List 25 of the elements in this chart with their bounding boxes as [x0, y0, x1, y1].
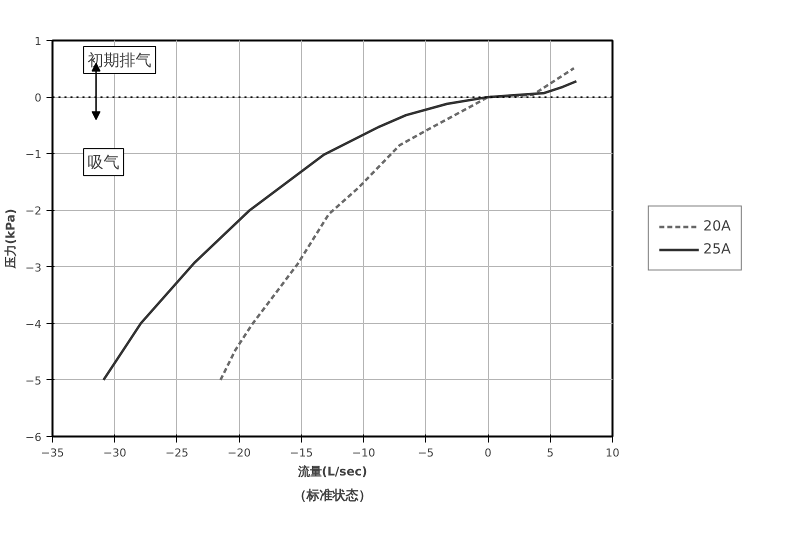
- legend-label: 25A: [703, 242, 731, 258]
- text: （标准状态）: [294, 488, 372, 504]
- x-tick-label: −10: [352, 446, 376, 460]
- x-tick-label: −15: [290, 446, 313, 460]
- y-tick-label: 0: [34, 92, 42, 105]
- y-tick-label: −1: [25, 148, 42, 162]
- y-tick-label: 1: [34, 35, 42, 48]
- x-tick-label: −25: [165, 446, 189, 460]
- line-series: [219, 66, 576, 382]
- y-tick-label: −5: [25, 374, 42, 388]
- x-tick-label: −30: [103, 446, 126, 460]
- x-tick-label: 5: [546, 446, 554, 460]
- y-tick-label: −2: [25, 204, 42, 218]
- x-tick-label: −35: [40, 446, 64, 460]
- y-tick-label: −3: [25, 261, 42, 274]
- annotation: 吸气: [88, 152, 120, 172]
- y-tick-label: −6: [25, 431, 42, 444]
- x-tick-label: −20: [228, 446, 251, 460]
- x-tick-label: 10: [606, 446, 620, 460]
- y-tick-label: −4: [25, 318, 42, 331]
- x-tick-label: −5: [418, 446, 434, 460]
- x-axis-title: 流量(L/sec): [296, 464, 368, 478]
- x-tick-label: 0: [484, 446, 492, 460]
- legend-label: 20A: [703, 218, 731, 234]
- y-axis-title: 压力(kPa): [3, 208, 18, 270]
